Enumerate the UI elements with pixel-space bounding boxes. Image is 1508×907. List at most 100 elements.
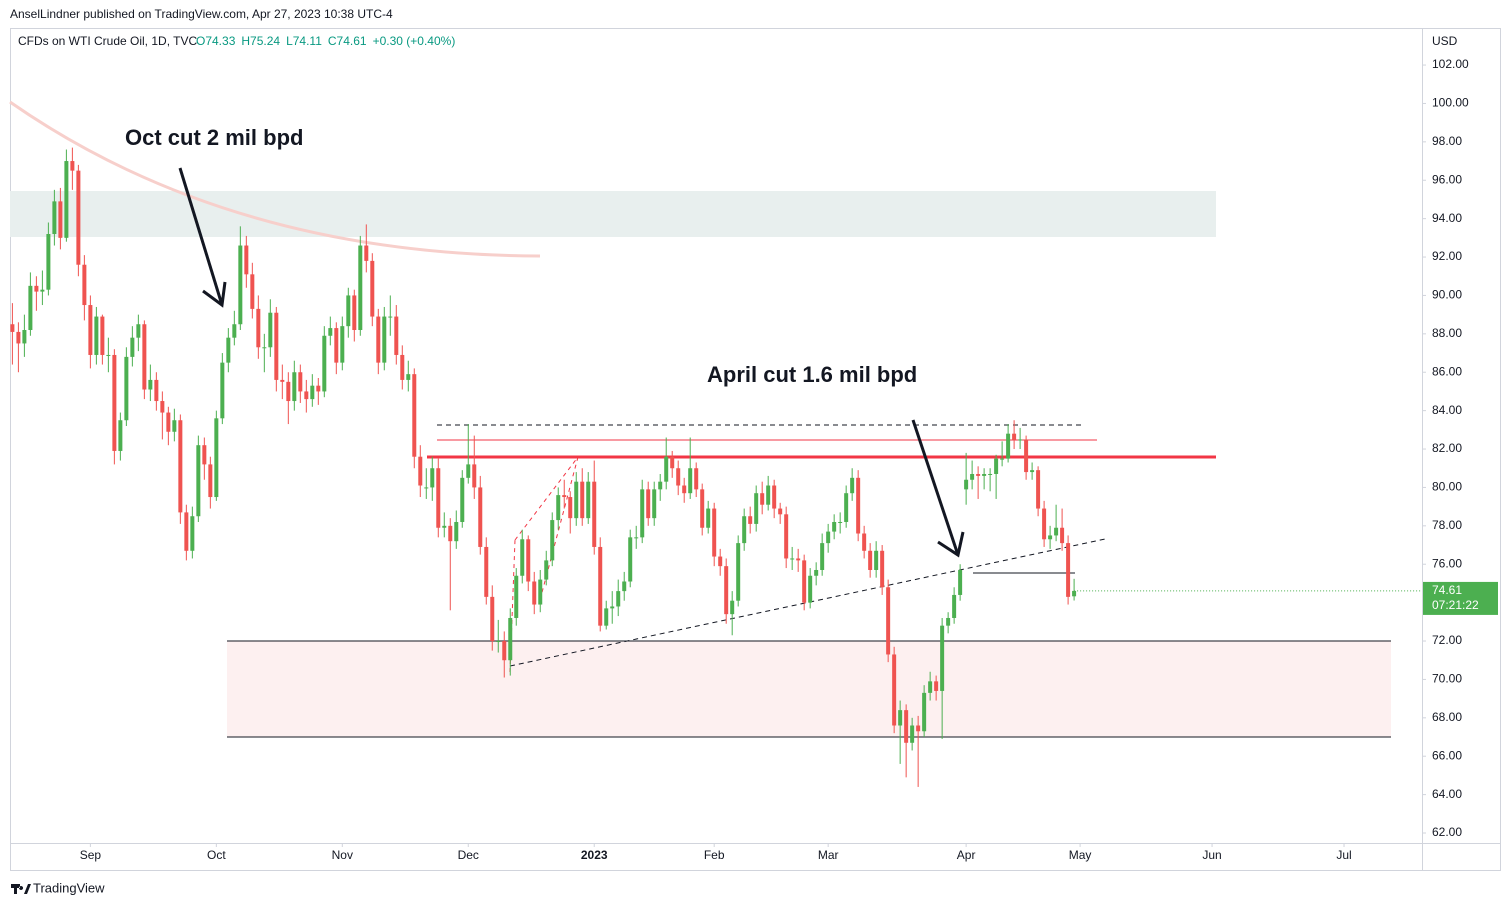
candle-body xyxy=(718,556,723,567)
candle-body xyxy=(1006,433,1011,459)
candle-body xyxy=(964,479,969,490)
candle-body xyxy=(862,533,867,551)
candle-body xyxy=(346,295,351,327)
x-tick-label: Nov xyxy=(332,848,353,862)
candle-body xyxy=(604,608,609,626)
candle-body xyxy=(316,385,321,392)
candle-body xyxy=(616,591,621,607)
candle-body xyxy=(244,245,249,275)
candle-body xyxy=(472,464,477,488)
candle-body xyxy=(760,493,765,505)
candle-body xyxy=(676,468,681,486)
footer: TradingView xyxy=(11,880,105,895)
candle-body xyxy=(1024,439,1029,473)
candle-body xyxy=(1072,590,1077,597)
drawings xyxy=(9,100,1391,738)
candle-body xyxy=(766,485,771,505)
y-tick-label: 86.00 xyxy=(1432,364,1462,378)
candle-body xyxy=(1012,433,1017,440)
candle-body xyxy=(526,539,531,582)
candle-body xyxy=(424,487,429,489)
x-tick-label: Jun xyxy=(1202,848,1221,862)
candle-body xyxy=(232,324,237,338)
channel-line xyxy=(514,456,579,541)
candle-body xyxy=(1018,439,1023,441)
legend-value: H75.24 xyxy=(241,34,280,48)
legend-value: C74.61 xyxy=(328,34,367,48)
candle-body xyxy=(466,464,471,478)
candle-body xyxy=(202,445,207,465)
candle-body xyxy=(1066,543,1071,597)
countdown: 07:21:22 xyxy=(1432,598,1479,612)
candle-body xyxy=(214,418,219,498)
y-tick-label: 70.00 xyxy=(1432,672,1462,686)
candle-body xyxy=(136,324,141,338)
candle-body xyxy=(742,516,747,544)
y-tick-label: 88.00 xyxy=(1432,326,1462,340)
logo xyxy=(11,884,31,894)
candle-body xyxy=(352,295,357,331)
candle-body xyxy=(298,372,303,392)
candle-body xyxy=(916,725,921,732)
candle-body xyxy=(958,569,963,595)
candle-body xyxy=(94,316,99,355)
candle-body xyxy=(286,381,291,402)
y-tick-label: 68.00 xyxy=(1432,710,1462,724)
candle-body xyxy=(586,481,591,519)
candle-body xyxy=(28,285,33,331)
candle-body xyxy=(130,337,135,357)
candle-body xyxy=(280,379,285,382)
candle-body xyxy=(340,326,345,363)
y-tick-label: 90.00 xyxy=(1432,288,1462,302)
legend-value: +0.30 (+0.40%) xyxy=(373,34,456,48)
candle-body xyxy=(634,537,639,539)
x-tick-label: 2023 xyxy=(581,848,608,862)
candle-body xyxy=(568,497,573,519)
candle-body xyxy=(886,587,891,655)
candle-body xyxy=(154,379,159,402)
candle-body xyxy=(106,354,111,356)
candle-body xyxy=(1042,508,1047,540)
candle-body xyxy=(796,558,801,561)
candle-body xyxy=(484,546,489,597)
candle-body xyxy=(778,508,783,515)
candle-body xyxy=(100,316,105,355)
candle-body xyxy=(598,546,603,626)
legend-value: L74.11 xyxy=(286,34,322,48)
candle-body xyxy=(46,234,51,290)
candle-body xyxy=(538,579,543,605)
last-price-label: 74.61 xyxy=(1432,583,1462,597)
supply-zone xyxy=(10,191,1216,237)
candle-body xyxy=(694,468,699,490)
candle-body xyxy=(730,600,735,615)
candle-body xyxy=(448,525,453,542)
candle-body xyxy=(88,305,93,355)
candle-body xyxy=(700,489,705,528)
candle-body xyxy=(112,354,117,451)
y-tick-label: 72.00 xyxy=(1432,633,1462,647)
candle-body xyxy=(304,391,309,400)
candle-body xyxy=(910,725,915,743)
candle-body xyxy=(40,289,45,292)
candle-body xyxy=(412,374,417,457)
candle-body xyxy=(22,330,27,344)
candle-body xyxy=(508,617,513,661)
candle-body xyxy=(898,710,903,726)
candle-body xyxy=(148,379,153,390)
candle-body xyxy=(940,625,945,691)
candle-body xyxy=(850,477,855,494)
x-tick-label: Apr xyxy=(957,848,976,862)
candle-body xyxy=(994,458,999,474)
candle-body xyxy=(808,575,813,603)
candle-body xyxy=(1030,470,1035,473)
annotation: April cut 1.6 mil bpd xyxy=(707,362,917,387)
candle-body xyxy=(592,481,597,547)
y-tick-label: 100.00 xyxy=(1432,96,1469,110)
candle-body xyxy=(274,312,279,380)
candle-body xyxy=(358,245,363,331)
y-tick-label: 66.00 xyxy=(1432,748,1462,762)
candle-body xyxy=(322,335,327,392)
candle-body xyxy=(394,316,399,355)
candle-body xyxy=(640,489,645,538)
candle-body xyxy=(946,617,951,626)
